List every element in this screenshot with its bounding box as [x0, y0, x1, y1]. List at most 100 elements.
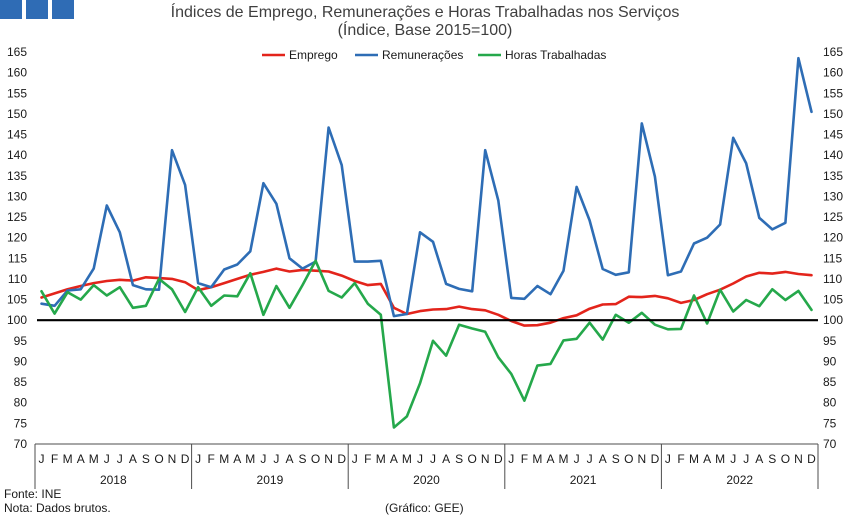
x-month-label: F — [364, 452, 371, 466]
x-month-label: O — [311, 452, 320, 466]
x-year-label: 2020 — [413, 473, 440, 487]
x-month-label: N — [637, 452, 646, 466]
y-tick-label-right: 85 — [823, 375, 837, 389]
y-axis-left: 70 75 80 85 90 95 100 105 110 115 120 125 130 135 140 1… — [7, 45, 27, 451]
legend: Emprego Remunerações Horas Trabalhadas — [262, 48, 606, 62]
y-tick-label-right: 90 — [823, 355, 837, 369]
x-month-label: J — [730, 452, 736, 466]
x-month-label: A — [599, 452, 607, 466]
series-line-emprego — [40, 267, 813, 327]
x-month-label: M — [219, 452, 229, 466]
x-month-label: D — [181, 452, 190, 466]
y-tick-label-left: 150 — [7, 107, 27, 121]
legend-label: Horas Trabalhadas — [505, 48, 606, 62]
y-tick-label-left: 140 — [7, 148, 27, 162]
y-tick-label-left: 115 — [8, 251, 27, 265]
x-month-label: A — [703, 452, 711, 466]
y-tick-label-left: 130 — [7, 189, 27, 203]
y-tick-label-left: 155 — [7, 86, 27, 100]
x-month-label: S — [455, 452, 463, 466]
chart-credit: (Gráfico: GEE) — [385, 501, 464, 515]
x-month-label: M — [559, 452, 569, 466]
y-tick-label-right: 115 — [823, 251, 842, 265]
chart-subtitle: (Índice, Base 2015=100) — [338, 20, 513, 39]
x-month-label: J — [743, 452, 749, 466]
y-tick-label-right: 130 — [823, 189, 843, 203]
x-year-label: 2021 — [570, 473, 597, 487]
x-month-label: J — [195, 452, 201, 466]
y-tick-label-right: 100 — [823, 313, 843, 327]
y-tick-label-right: 120 — [823, 231, 843, 245]
logo-square — [52, 0, 74, 19]
x-month-label: O — [781, 452, 790, 466]
y-tick-label-left: 145 — [7, 128, 27, 142]
legend-label: Remunerações — [382, 48, 463, 62]
x-month-label: S — [142, 452, 150, 466]
x-month-label: J — [665, 452, 671, 466]
x-month-label: A — [77, 452, 85, 466]
y-tick-label-left: 110 — [8, 272, 27, 286]
y-tick-label-right: 150 — [823, 107, 843, 121]
y-tick-label-left: 165 — [7, 45, 27, 59]
x-month-label: O — [468, 452, 477, 466]
y-tick-label-left: 120 — [7, 231, 27, 245]
x-month-label: A — [442, 452, 450, 466]
x-month-label: N — [794, 452, 803, 466]
x-month-label: A — [285, 452, 293, 466]
x-month-label: J — [508, 452, 514, 466]
x-month-label: A — [129, 452, 137, 466]
x-month-label: J — [587, 452, 593, 466]
x-month-label: N — [481, 452, 490, 466]
y-tick-label-right: 165 — [823, 45, 843, 59]
x-month-label: F — [51, 452, 58, 466]
y-tick-label-right: 75 — [823, 416, 837, 430]
x-month-label: J — [260, 452, 266, 466]
x-month-label: M — [89, 452, 99, 466]
x-month-label: D — [807, 452, 816, 466]
y-tick-label-left: 95 — [14, 334, 28, 348]
y-tick-label-left: 100 — [7, 313, 27, 327]
x-year-label: 2019 — [257, 473, 284, 487]
y-tick-label-left: 75 — [14, 416, 28, 430]
y-tick-label-right: 110 — [823, 272, 842, 286]
series-line-horas-trabalhadas — [40, 259, 813, 429]
legend-item-emprego: Emprego — [262, 48, 338, 62]
series-line-remuneracoes — [40, 56, 813, 318]
x-month-label: J — [430, 452, 436, 466]
y-tick-label-left: 80 — [14, 396, 28, 410]
y-tick-label-left: 70 — [14, 437, 28, 451]
x-year-label: 2022 — [726, 473, 753, 487]
y-tick-label-right: 80 — [823, 396, 837, 410]
x-month-label: J — [417, 452, 423, 466]
x-month-label: S — [612, 452, 620, 466]
x-month-label: A — [755, 452, 763, 466]
y-axis-right: 70 75 80 85 90 95 100 105 110 115 120 125 130 135 140 1… — [823, 45, 843, 451]
x-month-label: M — [245, 452, 255, 466]
y-tick-label-right: 70 — [823, 437, 837, 451]
x-month-label: A — [546, 452, 554, 466]
y-tick-label-left: 135 — [7, 169, 27, 183]
chart-title: Índices de Emprego, Remunerações e Horas… — [171, 2, 680, 21]
x-month-label: J — [352, 452, 358, 466]
y-tick-label-right: 135 — [823, 169, 843, 183]
logo — [0, 0, 74, 19]
y-tick-label-left: 160 — [7, 66, 27, 80]
x-month-label: M — [532, 452, 542, 466]
legend-item-horas-trabalhadas: Horas Trabalhadas — [478, 48, 606, 62]
x-month-label: D — [651, 452, 660, 466]
x-month-label: S — [768, 452, 776, 466]
logo-square — [0, 0, 22, 19]
x-month-label: M — [689, 452, 699, 466]
x-month-label: J — [273, 452, 279, 466]
x-month-label: A — [233, 452, 241, 466]
x-month-label: J — [104, 452, 110, 466]
x-month-label: F — [208, 452, 215, 466]
y-tick-label-right: 160 — [823, 66, 843, 80]
x-month-label: J — [574, 452, 580, 466]
x-month-label: F — [521, 452, 528, 466]
x-month-label: O — [624, 452, 633, 466]
y-tick-label-left: 125 — [7, 210, 27, 224]
y-tick-label-left: 90 — [14, 355, 28, 369]
legend-item-remuneracoes: Remunerações — [355, 48, 463, 62]
